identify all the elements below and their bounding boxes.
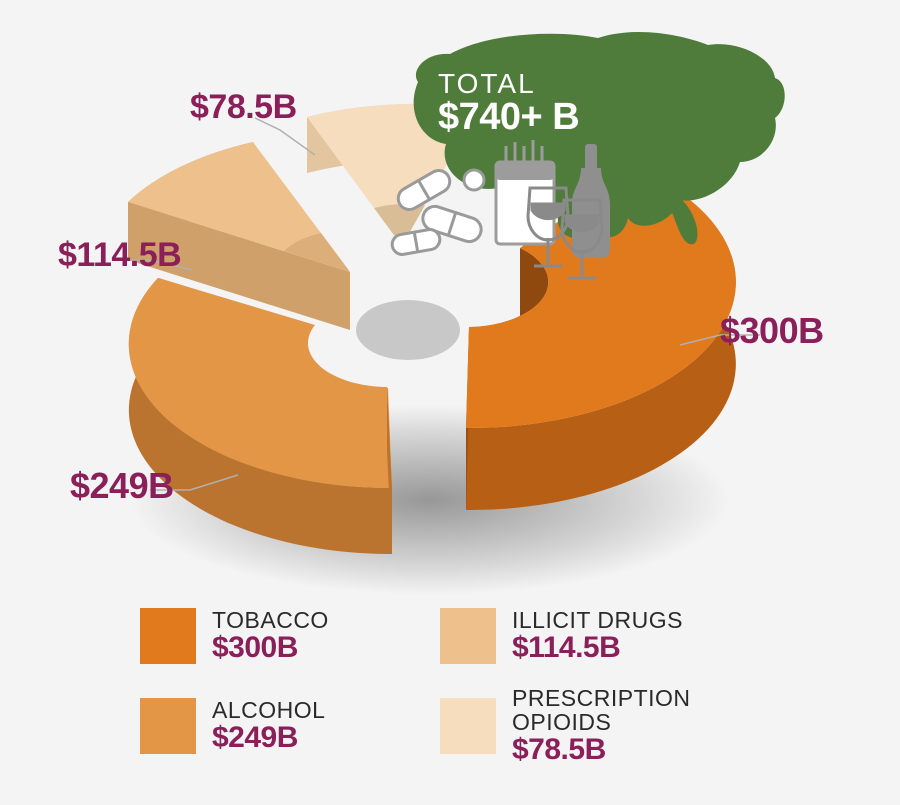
legend-name: TOBACCO xyxy=(212,608,329,632)
swatch-opioids xyxy=(440,698,496,754)
legend-value: $249B xyxy=(212,722,325,754)
legend-value: $114.5B xyxy=(512,632,683,664)
swatch-tobacco xyxy=(140,608,196,664)
value-alcohol: $249B xyxy=(70,465,174,507)
legend-name: ILLICIT DRUGS xyxy=(512,608,683,632)
swatch-alcohol xyxy=(140,698,196,754)
legend-item-opioids: PRESCRIPTION OPIOIDS $78.5B xyxy=(440,686,780,766)
value-tobacco: $300B xyxy=(720,310,824,352)
legend-name: PRESCRIPTION OPIOIDS xyxy=(512,686,780,734)
value-opioids: $78.5B xyxy=(190,88,297,127)
legend-item-alcohol: ALCOHOL $249B xyxy=(140,686,440,766)
legend-value: $78.5B xyxy=(512,734,780,766)
legend-value: $300B xyxy=(212,632,329,664)
legend-item-illicit: ILLICIT DRUGS $114.5B xyxy=(440,608,780,664)
legend-item-tobacco: TOBACCO $300B xyxy=(140,608,440,664)
infographic-stage: TOTAL $740+ B xyxy=(0,0,900,805)
legend-name: ALCOHOL xyxy=(212,698,325,722)
swatch-illicit xyxy=(440,608,496,664)
legend: TOBACCO $300B ILLICIT DRUGS $114.5B ALCO… xyxy=(140,608,780,766)
value-illicit: $114.5B xyxy=(58,236,181,275)
